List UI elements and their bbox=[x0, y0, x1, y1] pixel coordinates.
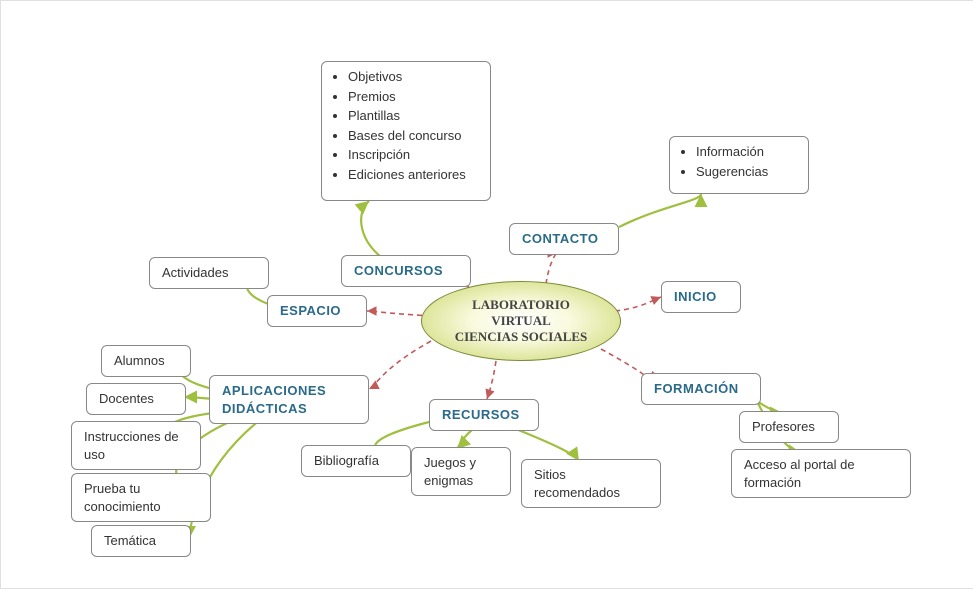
branch-recursos: RECURSOS bbox=[429, 399, 539, 431]
leaf-list-concursos-list: Objetivos PremiosPlantillas Bases del conc… bbox=[348, 68, 478, 183]
branch-label-inicio: INICIO bbox=[674, 289, 717, 304]
leaf-profesores: Profesores bbox=[739, 411, 839, 443]
leaf-list-item-contacto-list-0: Información bbox=[696, 143, 796, 161]
leaf-list-item-contacto-list-1: Sugerencias bbox=[696, 163, 796, 181]
branch-aplicaciones: APLICACIONES DIDÁCTICAS bbox=[209, 375, 369, 424]
branch-formacion: FORMACIÓN bbox=[641, 373, 761, 405]
leaf-text-profesores: Profesores bbox=[752, 419, 815, 434]
leaf-actividades: Actividades bbox=[149, 257, 269, 289]
branch-label-recursos: RECURSOS bbox=[442, 407, 520, 422]
leaf-alumnos: Alumnos bbox=[101, 345, 191, 377]
leaf-concursos-list: Objetivos PremiosPlantillas Bases del conc… bbox=[321, 61, 491, 201]
branch-espacio: ESPACIO bbox=[267, 295, 367, 327]
leaf-sitios: Sitios recomendados bbox=[521, 459, 661, 508]
central-node: LABORATORIOVIRTUALCIENCIAS SOCIALES bbox=[421, 281, 621, 361]
leaf-text-juegos: Juegos y enigmas bbox=[424, 455, 476, 488]
connector-main-aplicaciones bbox=[369, 341, 431, 389]
leaf-list-item-concursos-list-0: Objetivos bbox=[348, 68, 478, 86]
leaf-text-sitios: Sitios recomendados bbox=[534, 467, 620, 500]
branch-inicio: INICIO bbox=[661, 281, 741, 313]
leaf-text-alumnos: Alumnos bbox=[114, 353, 165, 368]
leaf-list-item-concursos-list-2: Plantillas bbox=[348, 107, 478, 125]
leaf-text-instrucciones: Instrucciones de uso bbox=[84, 429, 179, 462]
central-line-0: LABORATORIO bbox=[472, 297, 570, 313]
branch-concursos: CONCURSOS bbox=[341, 255, 471, 287]
branch-label-concursos: CONCURSOS bbox=[354, 263, 443, 278]
leaf-list-item-concursos-list-4: Inscripción bbox=[348, 146, 478, 164]
leaf-list-item-concursos-list-3: Bases del concurso bbox=[348, 127, 478, 145]
leaf-text-prueba: Prueba tu conocimiento bbox=[84, 481, 161, 514]
branch-label-contacto: CONTACTO bbox=[522, 231, 598, 246]
connector-main-contacto bbox=[546, 253, 557, 284]
mindmap-canvas: LABORATORIOVIRTUALCIENCIAS SOCIALES CONTA… bbox=[0, 0, 973, 589]
leaf-tematica: Temática bbox=[91, 525, 191, 557]
leaf-prueba: Prueba tu conocimiento bbox=[71, 473, 211, 522]
branch-contacto: CONTACTO bbox=[509, 223, 619, 255]
branch-label-formacion: FORMACIÓN bbox=[654, 381, 739, 396]
connector-sub-juegos bbox=[457, 429, 473, 449]
leaf-text-actividades: Actividades bbox=[162, 265, 228, 280]
leaf-list-contacto-list: Información Sugerencias bbox=[696, 143, 796, 180]
leaf-text-bibliografia: Bibliografía bbox=[314, 453, 379, 468]
leaf-text-tematica: Temática bbox=[104, 533, 156, 548]
leaf-bibliografia: Bibliografía bbox=[301, 445, 411, 477]
connector-sub-sitios bbox=[511, 427, 579, 461]
branch-label-aplicaciones: APLICACIONES DIDÁCTICAS bbox=[222, 383, 326, 416]
leaf-list-item-concursos-list-1: Premios bbox=[348, 88, 478, 106]
leaf-text-docentes: Docentes bbox=[99, 391, 154, 406]
leaf-docentes: Docentes bbox=[86, 383, 186, 415]
leaf-contacto-list: Información Sugerencias bbox=[669, 136, 809, 194]
leaf-acceso-portal: Acceso al portal de formación bbox=[731, 449, 911, 498]
connector-sub-contacto-list bbox=[619, 194, 701, 227]
connector-main-recursos bbox=[487, 361, 496, 399]
connector-main-inicio bbox=[615, 297, 661, 311]
leaf-instrucciones: Instrucciones de uso bbox=[71, 421, 201, 470]
leaf-juegos: Juegos y enigmas bbox=[411, 447, 511, 496]
branch-label-espacio: ESPACIO bbox=[280, 303, 341, 318]
leaf-text-acceso-portal: Acceso al portal de formación bbox=[744, 457, 855, 490]
central-line-1: VIRTUAL bbox=[491, 313, 551, 329]
central-line-2: CIENCIAS SOCIALES bbox=[455, 329, 588, 345]
leaf-list-item-concursos-list-5: Ediciones anteriores bbox=[348, 166, 478, 184]
connector-sub-concursos-list bbox=[361, 201, 381, 257]
